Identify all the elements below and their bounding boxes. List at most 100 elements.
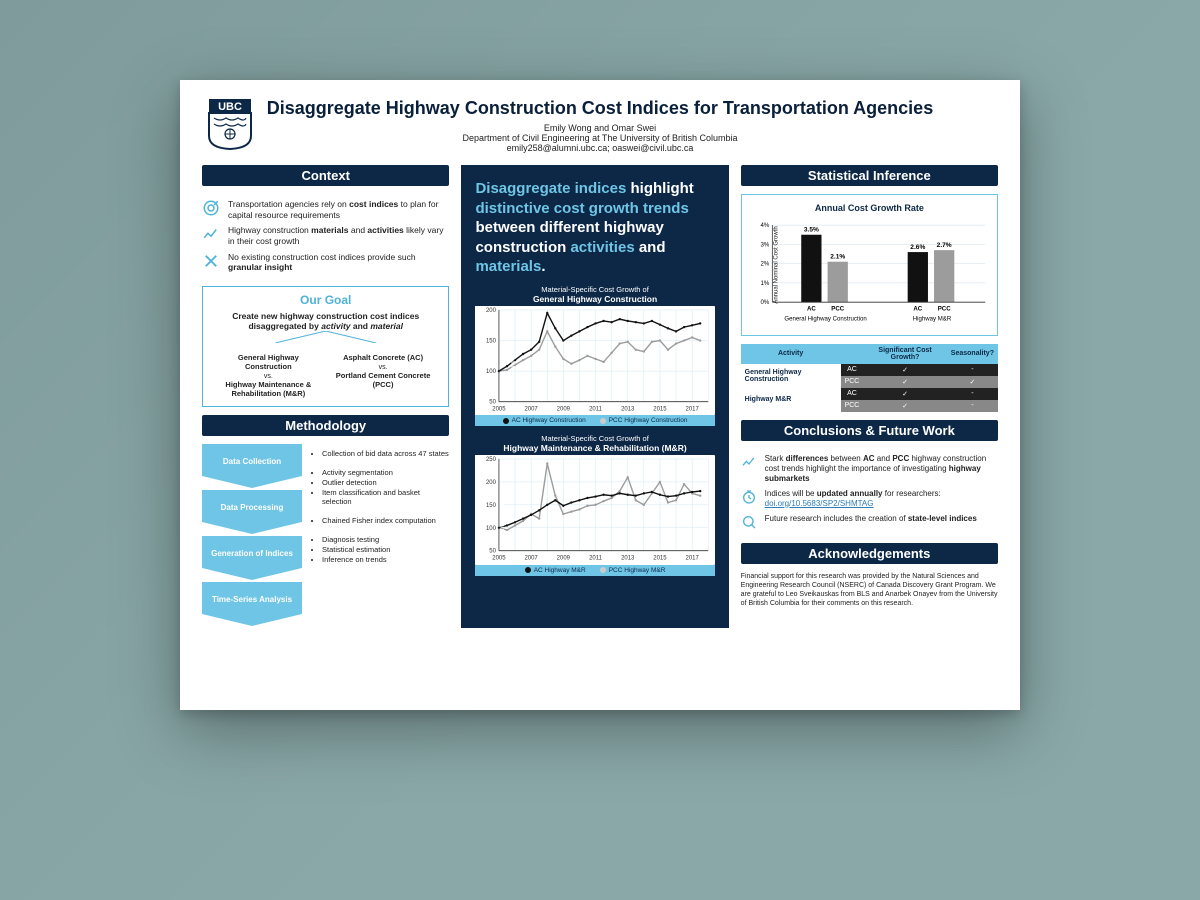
svg-text:General Highway Construction: General Highway Construction — [784, 315, 866, 322]
table-header: Significant Cost Growth? — [863, 344, 946, 364]
table-sub: AC — [841, 388, 864, 400]
poster: UBC Disaggregate Highway Construction Co… — [180, 80, 1020, 710]
chart1-legend-pcc: PCC Highway Construction — [609, 417, 688, 424]
header: UBC Disaggregate Highway Construction Co… — [202, 98, 998, 161]
chart1-legend: AC Highway Construction PCC Highway Cons… — [475, 415, 714, 426]
svg-text:2009: 2009 — [557, 406, 571, 412]
svg-text:100: 100 — [486, 526, 497, 532]
context-body: Transportation agencies rely on cost ind… — [202, 194, 449, 278]
svg-text:2011: 2011 — [590, 406, 604, 412]
conclusion-icon — [741, 489, 757, 505]
methodology-step: Data Processing — [202, 490, 302, 534]
svg-text:50: 50 — [490, 399, 497, 405]
methodology-bullets: Collection of bid data across 47 states A… — [310, 444, 449, 628]
chart2-title: Material-Specific Cost Growth of Highway… — [475, 434, 714, 453]
department: Department of Civil Engineering at The U… — [202, 133, 998, 143]
chart1-title: Material-Specific Cost Growth of General… — [475, 285, 714, 304]
methodology-step: Data Collection — [202, 444, 302, 488]
conclusion-icon — [741, 454, 757, 470]
chart2-ylabel: Highway M&R Cost Index — [501, 471, 507, 539]
goal-right-b: Portland Cement Concrete (PCC) — [336, 371, 431, 389]
svg-text:2011: 2011 — [590, 556, 604, 562]
svg-text:50: 50 — [490, 549, 497, 555]
methodology-step: Generation of Indices — [202, 536, 302, 580]
ubc-logo: UBC — [208, 98, 252, 150]
context-text: Transportation agencies rely on cost ind… — [228, 199, 449, 220]
methodology-bullet: Outlier detection — [322, 478, 449, 487]
chart1-pretitle: Material-Specific Cost Growth of — [541, 285, 649, 294]
svg-text:2015: 2015 — [654, 556, 668, 562]
bar-chart-title: Annual Cost Growth Rate — [748, 203, 991, 213]
chart1-legend-ac: AC Highway Construction — [512, 417, 586, 424]
svg-text:2013: 2013 — [622, 406, 636, 412]
goal-left-b: Highway Maintenance & Rehabilitation (M&… — [225, 380, 311, 398]
table-sub: AC — [841, 364, 864, 376]
methodology-bullet: Diagnosis testing — [322, 535, 449, 544]
authors: Emily Wong and Omar Swei — [202, 123, 998, 133]
svg-text:100: 100 — [486, 369, 497, 375]
methodology-heading: Methodology — [202, 415, 449, 436]
chart1-wrap: Material-Specific Cost Growth of General… — [475, 285, 714, 427]
svg-text:PCC: PCC — [831, 305, 844, 312]
table-sig: ✓ — [863, 376, 946, 388]
svg-text:AC: AC — [913, 305, 922, 312]
svg-text:2013: 2013 — [622, 556, 636, 562]
chart1-ylabel: Highway Construction Cost Index — [511, 311, 517, 400]
table-sea: - — [947, 400, 998, 412]
context-heading: Context — [202, 165, 449, 186]
svg-text:2.6%: 2.6% — [910, 244, 925, 251]
svg-text:2.7%: 2.7% — [936, 242, 951, 249]
svg-text:2.1%: 2.1% — [830, 254, 845, 261]
table-sub: PCC — [841, 400, 864, 412]
goal-box: Our Goal Create new highway construction… — [202, 286, 449, 407]
svg-text:2007: 2007 — [525, 406, 539, 412]
conclusion-text: Stark differences between AC and PCC hig… — [765, 454, 998, 484]
context-text: Highway construction materials and activ… — [228, 225, 449, 246]
ack-heading: Acknowledgements — [741, 543, 998, 564]
goal-right-vs: vs. — [379, 364, 388, 371]
svg-text:4%: 4% — [760, 222, 769, 229]
mid-panel: Disaggregate indices highlight distincti… — [461, 165, 728, 628]
context-icon — [202, 252, 220, 270]
svg-text:2009: 2009 — [557, 556, 571, 562]
conclusions-heading: Conclusions & Future Work — [741, 420, 998, 441]
goal-left-vs: vs. — [264, 373, 273, 380]
svg-text:0%: 0% — [760, 299, 769, 306]
chart2-pretitle: Material-Specific Cost Growth of — [541, 434, 649, 443]
emails: emily258@alumni.ubc.ca; oaswei@civil.ubc… — [202, 143, 998, 153]
headline: Disaggregate indices highlight distincti… — [475, 179, 714, 277]
stats-table: ActivitySignificant Cost Growth?Seasonal… — [741, 344, 998, 412]
svg-text:2005: 2005 — [493, 556, 507, 562]
chart1-maintitle: General Highway Construction — [475, 294, 714, 304]
bar-chart-box: Annual Cost Growth Rate Annual Nominal C… — [741, 194, 998, 336]
methodology-bullet: Inference on trends — [322, 555, 449, 564]
svg-text:2005: 2005 — [493, 406, 507, 412]
svg-text:200: 200 — [486, 480, 497, 486]
methodology-bullet: Collection of bid data across 47 states — [322, 449, 449, 458]
context-icon — [202, 199, 220, 217]
context-text: No existing construction cost indices pr… — [228, 252, 449, 273]
svg-text:AC: AC — [807, 305, 816, 312]
col-left: Context Transportation agencies rely on … — [202, 165, 449, 628]
conclusion-icon — [741, 514, 757, 530]
methodology-bullet: Item classification and basket selection — [322, 488, 449, 506]
col-mid: Disaggregate indices highlight distincti… — [461, 165, 728, 628]
svg-text:1%: 1% — [760, 280, 769, 287]
goal-split: General Highway Construction vs. Highway… — [211, 353, 440, 398]
chart2-legend-ac: AC Highway M&R — [534, 567, 586, 574]
goal-left-a: General Highway Construction — [238, 353, 299, 371]
methodology-bullet: Activity segmentation — [322, 468, 449, 477]
context-icon — [202, 225, 220, 243]
svg-text:2017: 2017 — [686, 556, 700, 562]
table-sea: - — [947, 364, 998, 376]
ack-text: Financial support for this research was … — [741, 572, 998, 608]
table-activity: General Highway Construction — [741, 364, 841, 388]
svg-text:PCC: PCC — [937, 305, 950, 312]
goal-right-a: Asphalt Concrete (AC) — [343, 353, 423, 362]
columns: Context Transportation agencies rely on … — [202, 165, 998, 628]
methodology-chevrons: Data CollectionData ProcessingGeneration… — [202, 444, 302, 628]
svg-text:2017: 2017 — [686, 406, 700, 412]
goal-main: Create new highway construction cost ind… — [211, 311, 440, 331]
table-header — [841, 344, 864, 364]
svg-text:UBC: UBC — [218, 101, 242, 113]
